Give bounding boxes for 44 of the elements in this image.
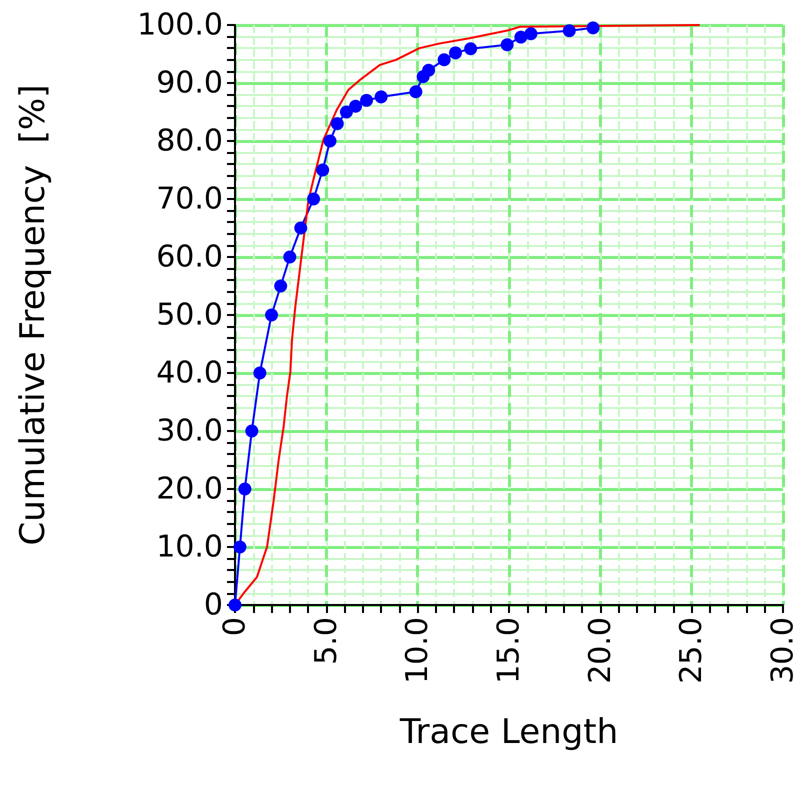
x-tick-label: 25.0 (674, 617, 710, 684)
point (448, 46, 462, 60)
point (330, 117, 344, 130)
point (524, 27, 538, 40)
point (464, 42, 478, 56)
point (586, 21, 600, 34)
point (316, 164, 330, 176)
x-tick-label: 30.0 (766, 617, 800, 684)
y-tick-label: 10.0 (156, 530, 223, 564)
y-tick-label: 20.0 (156, 472, 223, 506)
y-tick-label: 30.0 (156, 414, 223, 448)
x-tick-label: 5.0 (308, 617, 344, 665)
point (349, 100, 362, 113)
point (238, 482, 252, 496)
point (409, 85, 422, 98)
point (233, 540, 246, 554)
point (307, 192, 320, 206)
y-tick-label: 60.0 (156, 240, 223, 274)
x-axis-title: Trace Length (398, 712, 618, 752)
point (438, 53, 451, 66)
point (245, 424, 258, 438)
point (274, 280, 288, 292)
x-tick-label: 10.0 (400, 617, 436, 684)
y-tick-label: 40.0 (156, 356, 223, 390)
x-tick-label: 15.0 (492, 617, 526, 684)
point (422, 64, 436, 77)
y-tick-label: 80.0 (156, 124, 223, 158)
y-tick-label: 50.0 (156, 298, 223, 332)
point (265, 308, 278, 322)
y-tick-label: 70.0 (156, 182, 223, 216)
point (514, 30, 528, 44)
x-tick-label: 20.0 (582, 617, 618, 684)
point (500, 38, 514, 52)
point (294, 222, 308, 234)
y-tick-label: 90.0 (156, 66, 223, 100)
point (340, 106, 353, 118)
y-axis-title: Cumulative Frequency [%] (13, 84, 53, 546)
point (360, 94, 374, 107)
y-tick-label: 100.0 (137, 8, 223, 42)
point (374, 90, 388, 104)
point (562, 24, 576, 38)
point (324, 134, 336, 148)
point (253, 366, 266, 380)
point (283, 250, 296, 264)
